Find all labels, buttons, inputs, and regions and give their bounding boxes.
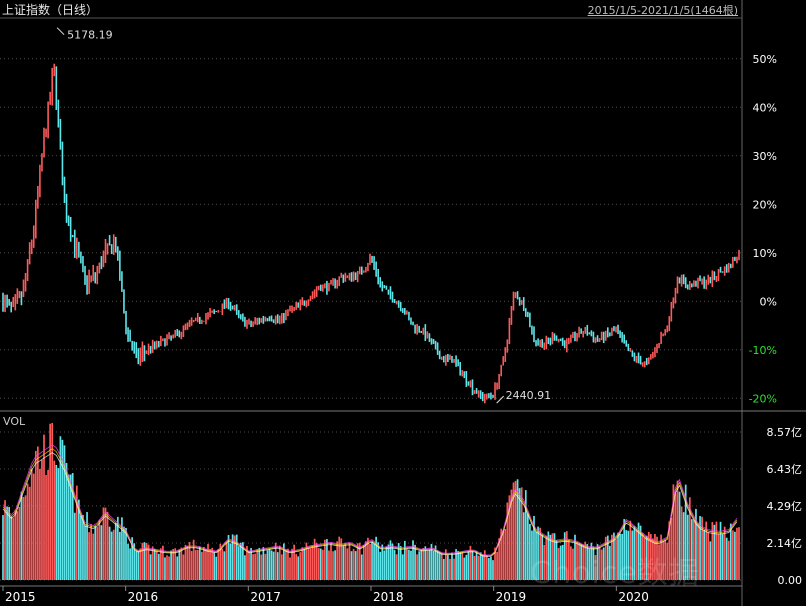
price-tick-label: 40% — [753, 101, 777, 114]
price-tick-label: 0% — [760, 295, 777, 308]
volume-bars — [2, 422, 740, 580]
volume-tick-label: 8.57亿 — [767, 426, 803, 439]
price-tick-label: -10% — [749, 344, 777, 357]
volume-ma-line — [2, 444, 738, 556]
volume-tick-label: 2.14亿 — [767, 537, 803, 550]
price-tick-label: -20% — [749, 392, 777, 405]
x-tick-label: 2016 — [128, 590, 159, 604]
volume-ma-line — [2, 448, 738, 556]
x-tick-label: 2020 — [618, 590, 649, 604]
volume-tick-label: 0.00 — [778, 574, 803, 587]
chart-title: 上证指数（日线） — [2, 3, 99, 17]
volume-ma-line — [2, 452, 738, 557]
annotations: 5178.19 2440.91 — [56, 27, 551, 404]
annotation-arrow — [56, 27, 65, 36]
x-tick-label: 2017 — [250, 590, 281, 604]
price-series — [2, 63, 740, 404]
x-tick-label: 2019 — [496, 590, 527, 604]
axis-labels: 50% 40% 30% 20% 10% 0% -10% -20% 8.57亿 6.43亿 4.29亿… — [2, 53, 803, 604]
annotation-high: 5178.19 — [67, 29, 113, 42]
annotation-arrow — [496, 395, 505, 404]
price-tick-label: 50% — [753, 53, 777, 66]
x-tick-label: 2018 — [373, 590, 404, 604]
x-tick-label: 2015 — [5, 590, 36, 604]
annotation-low: 2440.91 — [506, 389, 551, 402]
price-tick-label: 30% — [753, 150, 777, 163]
price-tick-label: 10% — [753, 247, 777, 260]
volume-panel-label: VOL — [3, 415, 26, 428]
watermark-logo: Choice数据 — [530, 556, 700, 591]
volume-tick-label: 4.29亿 — [767, 500, 803, 513]
volume-tick-label: 6.43亿 — [767, 463, 803, 476]
date-range-link[interactable]: 2015/1/5-2021/1/5(1464根) — [587, 4, 738, 17]
price-tick-label: 20% — [753, 198, 777, 211]
